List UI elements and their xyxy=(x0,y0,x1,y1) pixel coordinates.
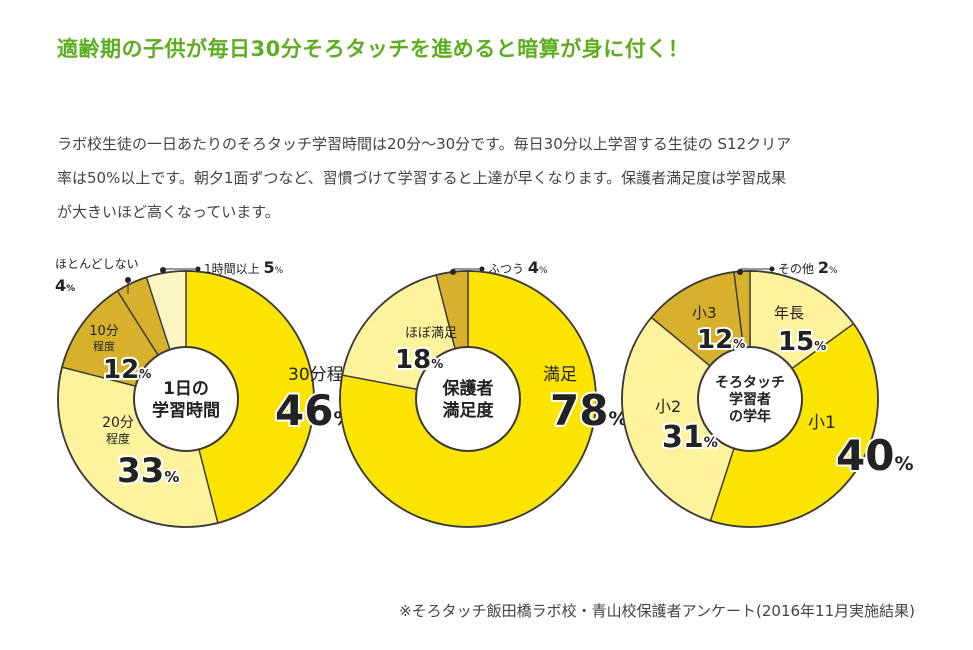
label-nencho: 年長 xyxy=(774,304,804,322)
percent-sign: % xyxy=(829,266,838,276)
data-label-value: 40% xyxy=(836,431,914,480)
percent-sign: % xyxy=(275,266,284,276)
pie-center xyxy=(133,346,239,452)
pie-center-label: 学習時間 xyxy=(152,400,220,421)
description-line: 率は50%以上です。朝夕1面ずつなど、習慣づけて学習すると上達が早くなります。保… xyxy=(57,169,787,187)
pie-chart-study-time: 1日の学習時間30分程度46%20分程度33%10分程度12%ほとんどしない4%… xyxy=(55,257,361,528)
data-label-value: 4 xyxy=(528,258,539,277)
label-normal: ふつう 4% xyxy=(488,258,548,277)
pie-outline xyxy=(57,270,315,528)
label-mostly: ほぼ満足 xyxy=(405,326,457,341)
source-note: ※そろタッチ飯田橋ラボ校・青山校保護者アンケート(2016年11月実施結果) xyxy=(399,602,915,620)
percent-sign: % xyxy=(704,435,718,451)
label-10min: 程度 xyxy=(93,339,115,353)
page-title: 適齢期の子供が毎日30分そろタッチを進めると暗算が身に付く！ xyxy=(57,37,690,61)
data-label-value: 78% xyxy=(550,386,628,435)
callout-dot xyxy=(195,266,201,272)
percent-sign: % xyxy=(539,266,548,276)
label-rarely: ほとんどしない xyxy=(55,257,139,271)
pie-outline xyxy=(621,270,879,528)
pie-center-label: 満足度 xyxy=(443,400,495,421)
pie-center-label: 学習者 xyxy=(729,391,771,408)
label-sho2: 小2 xyxy=(655,397,681,416)
data-label-value: 33% xyxy=(117,451,179,491)
pie-center-label: 保護者 xyxy=(442,378,494,399)
percent-sign: % xyxy=(733,337,745,351)
label-1hour: 1時間以上 5% xyxy=(204,258,284,277)
pie-center xyxy=(697,346,803,452)
percent-sign: % xyxy=(164,468,179,486)
pie-center xyxy=(415,346,521,452)
callout-dot xyxy=(479,266,485,272)
label-20min: 程度 xyxy=(106,431,130,446)
description-line: が大きいほど高くなっています。 xyxy=(57,203,280,221)
label-sho1: 小1 xyxy=(808,413,836,433)
pie-center-label: の学年 xyxy=(729,408,771,425)
data-label-value: 5 xyxy=(263,258,274,277)
label-satisfied: 満足 xyxy=(543,365,577,385)
data-label-value: 2 xyxy=(818,258,829,277)
callout-dot xyxy=(769,266,775,272)
label-20min: 20分 xyxy=(102,415,134,431)
label-sho3: 小3 xyxy=(692,304,717,322)
percent-sign: % xyxy=(814,339,826,353)
pie-center-label: そろタッチ xyxy=(715,375,785,391)
percent-sign: % xyxy=(66,284,75,294)
description-line: ラボ校生徒の一日あたりのそろタッチ学習時間は20分～30分です。毎日30分以上学… xyxy=(57,135,792,153)
data-label-value: 46% xyxy=(275,386,353,435)
label-10min: 10分 xyxy=(89,324,119,339)
percent-sign: % xyxy=(431,357,443,371)
description: ラボ校生徒の一日あたりのそろタッチ学習時間は20分～30分です。毎日30分以上学… xyxy=(57,127,927,229)
label-other: その他 2% xyxy=(778,258,838,277)
percent-sign: % xyxy=(139,367,151,381)
pie-center-label: 1日の xyxy=(163,379,209,399)
data-label-value: 4% xyxy=(55,276,75,295)
pie-outline xyxy=(339,270,597,528)
percent-sign: % xyxy=(894,453,913,475)
